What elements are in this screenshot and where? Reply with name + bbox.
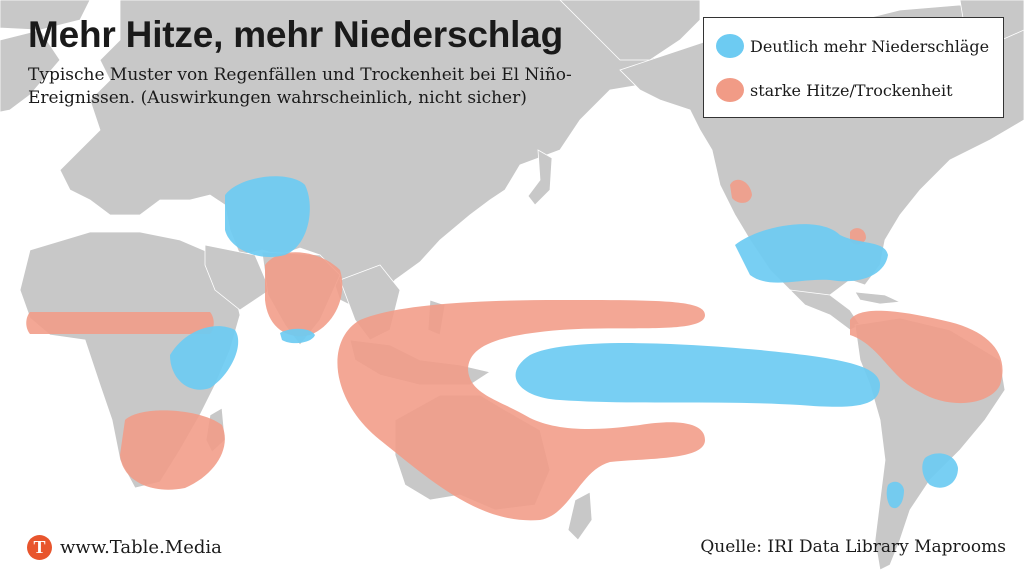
heat-region-west-africa bbox=[26, 312, 214, 334]
land-eurasia bbox=[0, 0, 661, 311]
rain-region-central-asia bbox=[225, 176, 310, 258]
rain-regions bbox=[170, 176, 958, 509]
legend-swatch-rain bbox=[716, 34, 744, 58]
land-greenland-left bbox=[0, 0, 91, 31]
map-title: Mehr Hitze, mehr Niederschlag bbox=[28, 14, 563, 55]
legend-item-heat: starke Hitze/Trockenheit bbox=[716, 78, 953, 102]
legend-swatch-heat bbox=[716, 78, 744, 102]
brand-url[interactable]: www.Table.Media bbox=[60, 537, 222, 558]
rain-region-east-africa bbox=[170, 326, 239, 390]
land-caribbean bbox=[854, 291, 902, 305]
legend-item-rain: Deutlich mehr Niederschläge bbox=[716, 34, 989, 58]
land-new-zealand bbox=[567, 491, 593, 541]
heat-region-india bbox=[265, 252, 343, 337]
legend: Deutlich mehr Niederschläge starke Hitze… bbox=[703, 17, 1004, 118]
heat-regions bbox=[26, 179, 1003, 521]
heat-region-us-west bbox=[730, 179, 752, 203]
source-credit: Quelle: IRI Data Library Maprooms bbox=[700, 537, 1006, 557]
rain-region-chile bbox=[886, 481, 904, 509]
map-subtitle: Typische Muster von Regenfällen und Troc… bbox=[28, 65, 572, 108]
legend-label-rain: Deutlich mehr Niederschläge bbox=[750, 36, 990, 56]
table-media-logo-icon: T bbox=[27, 535, 52, 560]
rain-region-central-pacific bbox=[515, 343, 880, 407]
land-central-america bbox=[788, 289, 861, 331]
heat-region-southern-africa bbox=[120, 410, 225, 490]
rain-region-us-south bbox=[735, 224, 888, 283]
rain-region-sri-lanka bbox=[280, 328, 315, 344]
heat-region-pacific-australia bbox=[337, 300, 705, 521]
land-east-siberia bbox=[559, 0, 701, 61]
heat-region-south-america-north bbox=[850, 310, 1003, 404]
legend-label-heat: starke Hitze/Trockenheit bbox=[750, 80, 953, 100]
rain-region-south-america-southeast bbox=[922, 453, 958, 488]
brand[interactable]: T www.Table.Media bbox=[27, 535, 222, 560]
land-japan bbox=[527, 149, 553, 206]
